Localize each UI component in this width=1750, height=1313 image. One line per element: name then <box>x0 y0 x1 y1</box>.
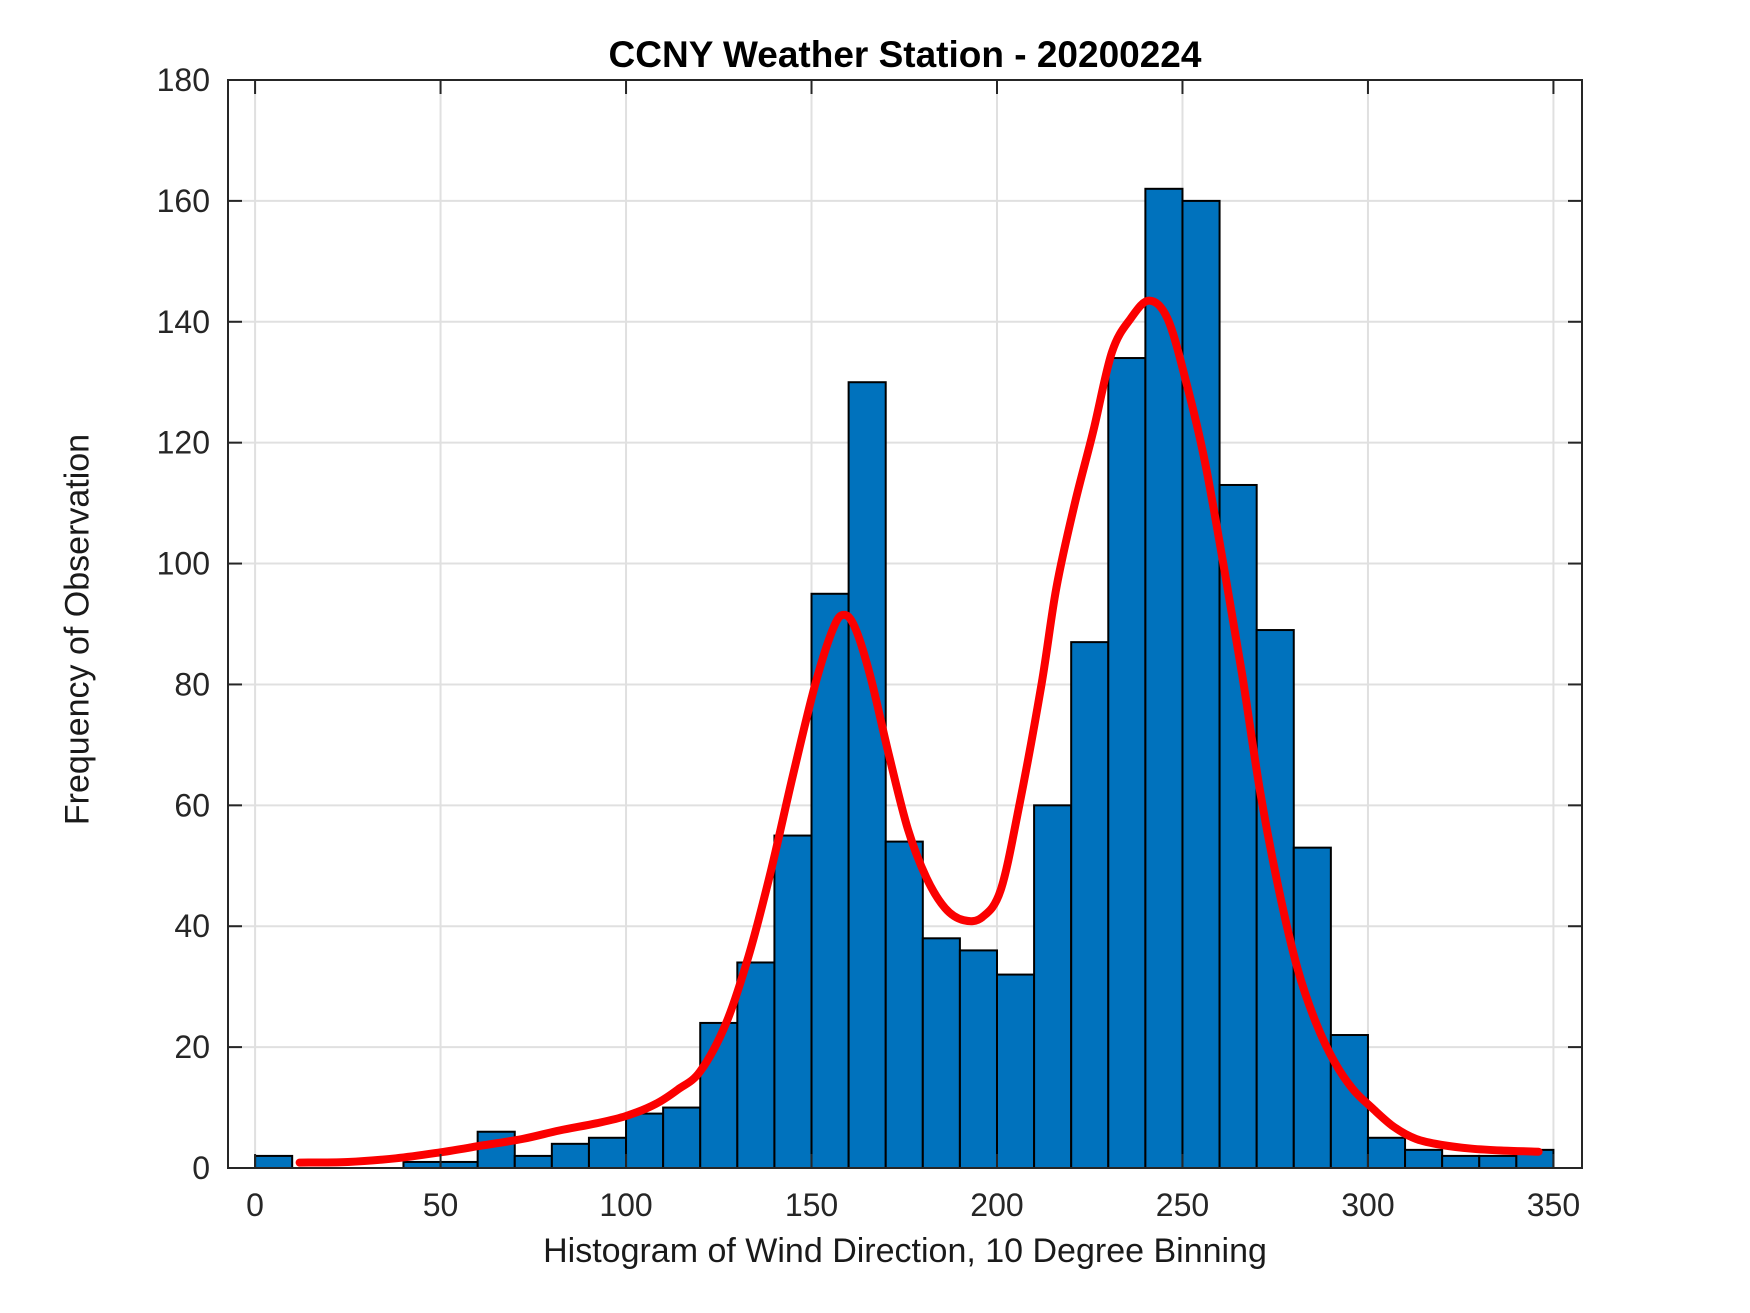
y-tick-label: 120 <box>157 425 210 461</box>
y-tick-label: 160 <box>157 183 210 219</box>
axes-frame <box>227 79 1583 1169</box>
histogram-bar <box>773 834 813 1169</box>
histogram-bar <box>1441 1154 1481 1170</box>
histogram-bar <box>1107 357 1147 1169</box>
fit-curve-line <box>295 296 1543 1167</box>
y-tick-label: 100 <box>157 546 210 582</box>
x-tick-label: 100 <box>599 1187 652 1223</box>
histogram-bar <box>625 1112 665 1169</box>
histogram-bar <box>1478 1154 1518 1170</box>
histogram-bar <box>550 1142 590 1170</box>
histogram-bar <box>958 949 998 1170</box>
y-tick-label: 80 <box>174 666 210 702</box>
x-tick-label: 150 <box>785 1187 838 1223</box>
y-tick-label: 20 <box>174 1029 210 1065</box>
histogram-bar <box>847 381 887 1169</box>
histogram-bar <box>884 840 924 1169</box>
histogram-bar <box>1033 804 1073 1169</box>
histogram-bar <box>1404 1148 1444 1170</box>
histogram-bar <box>1366 1136 1407 1170</box>
x-tick-label: 50 <box>423 1187 459 1223</box>
y-tick-label: 180 <box>157 62 210 98</box>
fit-curve <box>295 296 1543 1167</box>
histogram-bar <box>1070 641 1110 1169</box>
y-axis-label: Frequency of Observation <box>58 433 97 826</box>
histogram-bars <box>254 187 1555 1170</box>
x-tick-label: 300 <box>1341 1187 1394 1223</box>
x-tick-label: 250 <box>1156 1187 1209 1223</box>
y-tick-label: 60 <box>174 787 210 823</box>
x-axis-label: Histogram of Wind Direction, 10 Degree B… <box>543 1232 1267 1270</box>
histogram-bar <box>476 1130 516 1169</box>
tick-labels: 0 50 100 150 200 250 300 350 0 20 40 60 80 100 120 140 1… <box>157 62 1581 1223</box>
histogram-bar <box>662 1106 702 1169</box>
histogram-bar <box>1255 629 1295 1169</box>
histogram-bar <box>587 1136 628 1170</box>
histogram-bar <box>736 961 776 1169</box>
y-tick-label: 140 <box>157 304 210 340</box>
x-tick-label: 0 <box>246 1187 264 1223</box>
chart-title: CCNY Weather Station - 20200224 <box>608 34 1202 75</box>
y-tick-label: 40 <box>174 908 210 944</box>
histogram-bar <box>513 1154 553 1170</box>
x-tick-label: 350 <box>1527 1187 1580 1223</box>
axes-box <box>227 79 1583 1169</box>
y-tick-label: 0 <box>192 1150 210 1186</box>
x-tick-label: 200 <box>970 1187 1023 1223</box>
histogram-bar <box>921 937 961 1169</box>
histogram-bar <box>1181 199 1221 1169</box>
histogram-bar <box>254 1154 294 1170</box>
histogram-bar <box>995 973 1036 1169</box>
